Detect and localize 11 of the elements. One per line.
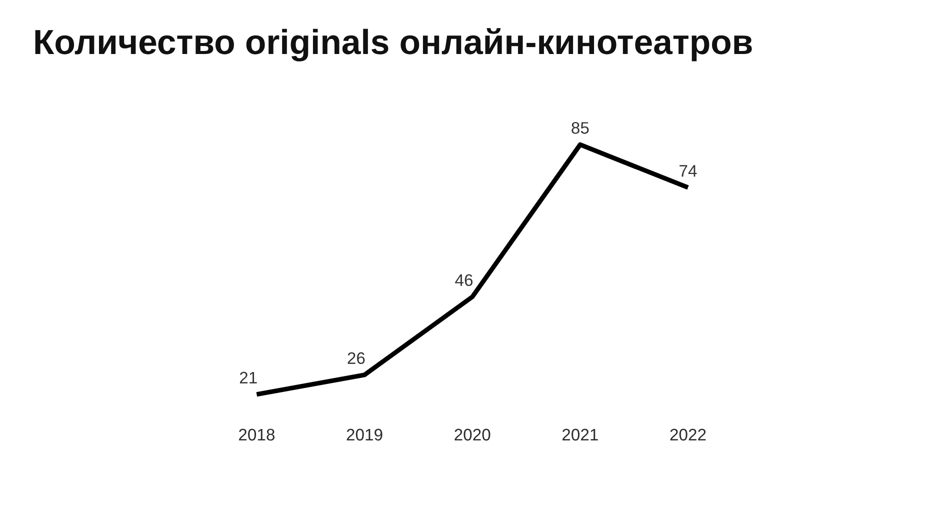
data-label: 21: [240, 372, 257, 384]
x-tick-label: 2020: [454, 428, 490, 441]
data-label: 74: [680, 165, 697, 177]
x-tick-label: 2021: [562, 428, 598, 441]
x-tick-label: 2019: [346, 428, 382, 441]
data-label: 46: [455, 274, 473, 286]
data-label: 85: [572, 122, 589, 134]
data-label: 26: [348, 352, 365, 364]
x-tick-label: 2022: [670, 428, 706, 441]
x-tick-label: 2018: [239, 428, 275, 441]
chart-title: Количество originals онлайн-кинотеатров: [35, 28, 752, 62]
